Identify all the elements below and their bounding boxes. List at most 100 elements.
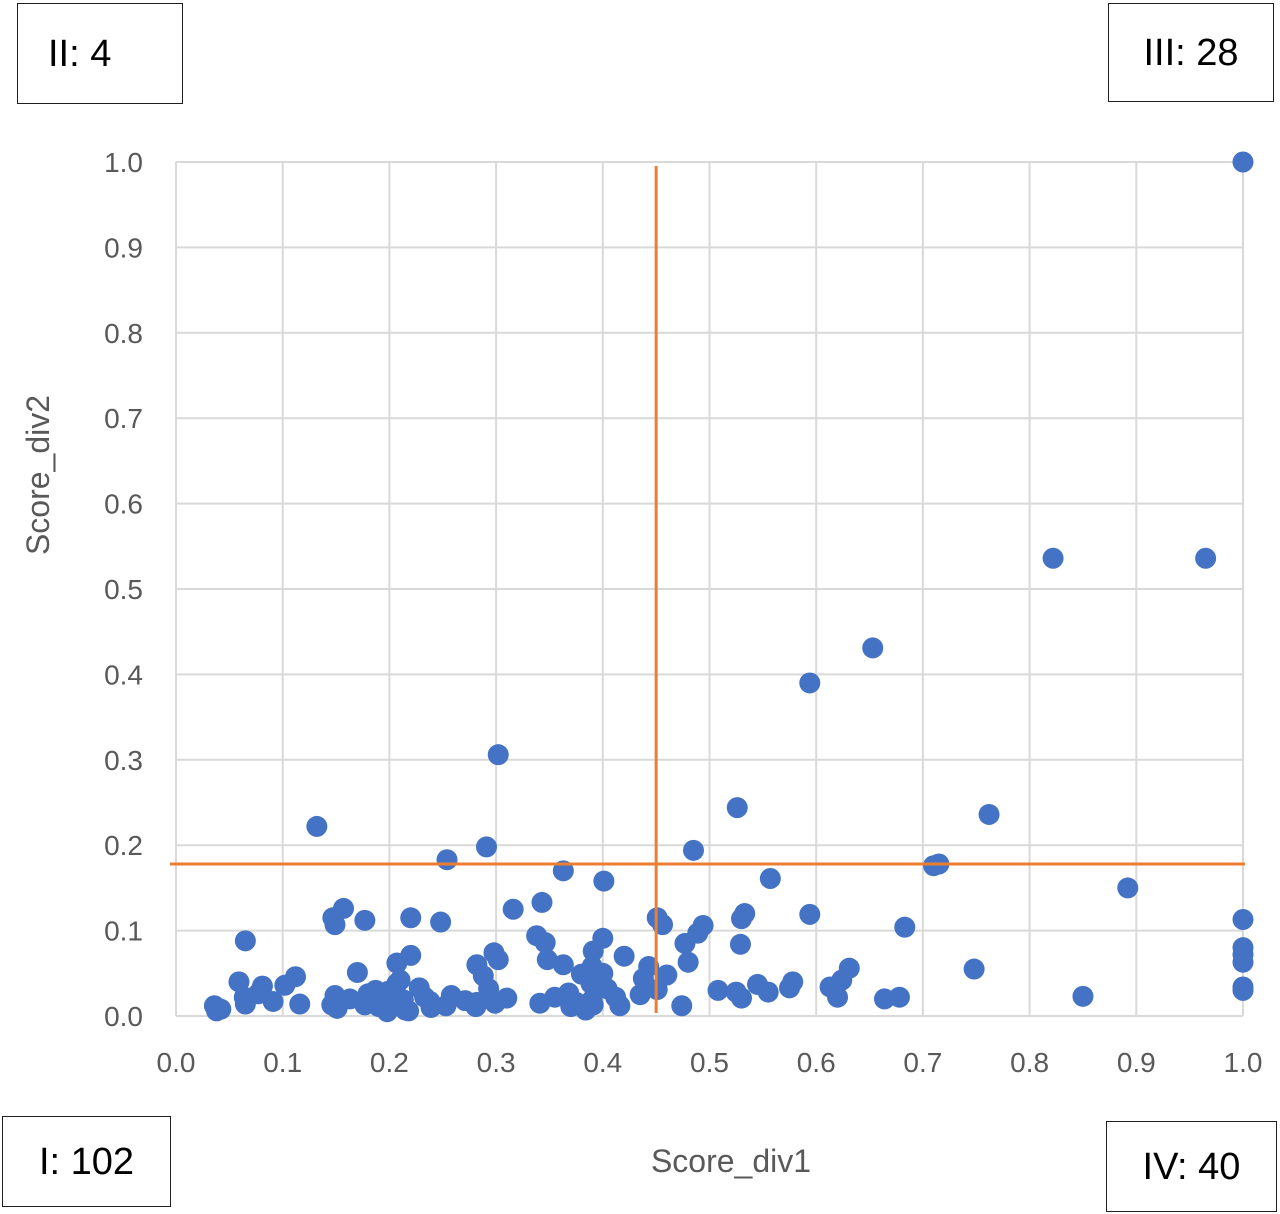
data-point: [234, 930, 256, 952]
data-point: [1195, 547, 1217, 569]
data-point: [729, 933, 751, 955]
data-point: [575, 999, 597, 1021]
data-points: [203, 151, 1254, 1023]
y-tick-label: 0.4: [104, 659, 143, 690]
data-point: [629, 984, 651, 1006]
data-point: [779, 977, 801, 999]
data-point: [487, 744, 509, 766]
data-point: [671, 995, 693, 1017]
data-point: [386, 952, 408, 974]
y-tick-label: 0.3: [104, 745, 143, 776]
data-point: [386, 973, 408, 995]
data-point: [799, 903, 821, 925]
data-point: [963, 958, 985, 980]
data-point: [354, 909, 376, 931]
data-point: [827, 986, 849, 1008]
data-point: [726, 797, 748, 819]
data-point: [414, 986, 436, 1008]
data-point: [580, 973, 602, 995]
data-point: [552, 860, 574, 882]
grid-lines: [175, 161, 1244, 1017]
x-tick-label: 0.1: [263, 1047, 302, 1078]
data-point: [1232, 979, 1254, 1001]
data-point: [398, 1000, 420, 1022]
data-point: [609, 995, 631, 1017]
data-point: [613, 945, 635, 967]
data-point: [365, 979, 387, 1001]
x-tick-label: 0.8: [1010, 1047, 1049, 1078]
data-point: [862, 637, 884, 659]
threshold-lines: [170, 166, 1245, 1013]
data-point: [759, 868, 781, 890]
data-point: [475, 836, 497, 858]
data-point: [1232, 951, 1254, 973]
data-point: [873, 988, 895, 1010]
data-point: [731, 987, 753, 1009]
data-point: [400, 907, 422, 929]
quadrant-i-label: I: 102: [2, 1116, 171, 1207]
data-point: [531, 891, 553, 913]
data-point: [1117, 877, 1139, 899]
x-axis-title: Score_div1: [651, 1143, 811, 1179]
data-point: [552, 954, 574, 976]
x-tick-label: 0.3: [477, 1047, 516, 1078]
data-point: [677, 951, 699, 973]
data-point: [593, 870, 615, 892]
data-point: [289, 993, 311, 1015]
data-point: [262, 990, 284, 1012]
x-tick-label: 0.0: [157, 1047, 196, 1078]
data-point: [465, 996, 487, 1018]
data-point: [978, 803, 1000, 825]
x-tick-label: 1.0: [1224, 1047, 1263, 1078]
data-point: [346, 961, 368, 983]
y-tick-label: 0.0: [104, 1001, 143, 1032]
data-point: [682, 839, 704, 861]
x-tick-label: 0.7: [903, 1047, 942, 1078]
data-point: [674, 932, 696, 954]
data-point: [1232, 908, 1254, 930]
data-point: [529, 992, 551, 1014]
data-point: [324, 914, 346, 936]
data-point: [484, 992, 506, 1014]
y-tick-label: 0.9: [104, 232, 143, 263]
data-point: [376, 1001, 398, 1023]
x-tick-label: 0.2: [370, 1047, 409, 1078]
data-point: [326, 997, 348, 1019]
data-point: [582, 940, 604, 962]
quadrant-iv-label: IV: 40: [1106, 1121, 1277, 1212]
data-point: [234, 993, 256, 1015]
y-tick-label: 1.0: [104, 147, 143, 178]
quadrant-ii-label: II: 4: [17, 3, 183, 104]
data-point: [757, 981, 779, 1003]
data-point: [487, 949, 509, 971]
data-point: [534, 932, 556, 954]
y-tick-label: 0.1: [104, 916, 143, 947]
data-point: [436, 849, 458, 871]
data-point: [894, 916, 916, 938]
y-tick-label: 0.2: [104, 830, 143, 861]
x-tick-label: 0.4: [583, 1047, 622, 1078]
x-tick-label: 0.9: [1117, 1047, 1156, 1078]
data-point: [707, 979, 729, 1001]
quadrant-iii-label: III: 28: [1108, 3, 1274, 102]
data-point: [536, 949, 558, 971]
data-point: [206, 1000, 228, 1022]
y-tick-label: 0.7: [104, 403, 143, 434]
data-point: [430, 911, 452, 933]
data-point: [1072, 985, 1094, 1007]
y-tick-label: 0.8: [104, 318, 143, 349]
tick-labels: 0.0 0.1 0.2 0.3 0.4 0.5 0.6 0.7 0.8 0.9 1.0 0.0 0.1 0…: [104, 147, 1262, 1078]
data-point: [731, 908, 753, 930]
data-point: [1232, 151, 1254, 173]
data-point: [274, 974, 296, 996]
y-tick-label: 0.6: [104, 489, 143, 520]
data-point: [1042, 547, 1064, 569]
data-point: [799, 672, 821, 694]
y-axis-title: Score_div2: [20, 395, 56, 555]
data-point: [306, 815, 328, 837]
y-tick-label: 0.5: [104, 574, 143, 605]
x-tick-label: 0.6: [797, 1047, 836, 1078]
data-point: [502, 898, 524, 920]
x-tick-label: 0.5: [690, 1047, 729, 1078]
